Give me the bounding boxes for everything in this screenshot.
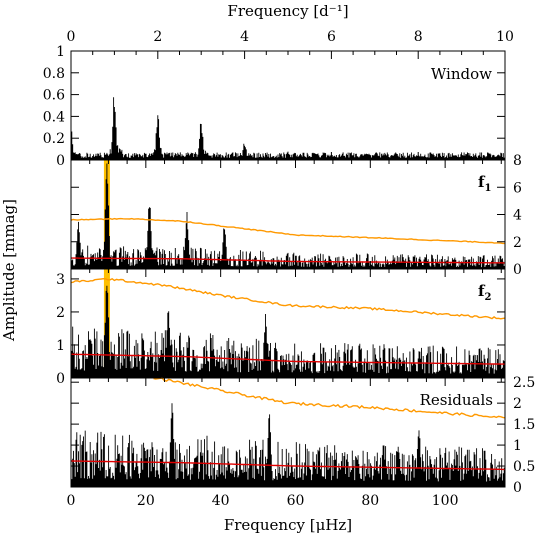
y-tick-label: 0.8 (43, 66, 65, 82)
y-tick-label: 6 (513, 180, 522, 196)
bottom-x-tick-label: 0 (67, 493, 76, 509)
bottom-axis-label: Frequency [μHz] (224, 516, 352, 534)
noise-curve-panel-2 (71, 257, 505, 264)
y-tick-label: 1 (513, 438, 522, 454)
y-tick-label: 3 (56, 272, 65, 288)
y-tick-label: 1 (56, 44, 65, 60)
y-tick-label: 2.5 (513, 375, 535, 391)
signal-trace-panel-4 (70, 403, 506, 487)
bottom-x-tick-label: 80 (361, 493, 379, 509)
y-tick-label: 0.2 (43, 131, 65, 147)
top-x-tick-label: 4 (240, 29, 249, 45)
significance-curve-panel-2 (70, 217, 505, 245)
tick-marks (70, 50, 506, 488)
y-tick-label: 0.5 (513, 459, 535, 475)
top-x-tick-label: 0 (67, 29, 76, 45)
bottom-x-tick-label: 60 (287, 493, 305, 509)
y-tick-label: 1 (56, 338, 65, 354)
y-tick-label: 4 (513, 208, 522, 224)
top-x-tick-label: 10 (496, 29, 514, 45)
bottom-x-tick-label: 100 (432, 493, 459, 509)
signal-trace-panel-2 (70, 163, 506, 269)
signal-trace-panel-1 (70, 97, 506, 160)
significance-curve-panel-4 (153, 377, 506, 419)
signal-trace-panel-3 (70, 285, 506, 378)
top-x-tick-label: 8 (414, 29, 423, 45)
panel-label-window: Window (431, 65, 492, 83)
signal-traces (70, 97, 506, 487)
y-tick-label: 0.4 (43, 109, 65, 125)
bottom-x-tick-label: 20 (137, 493, 155, 509)
noise-curve-panel-3 (70, 353, 505, 365)
panel-frame-2 (70, 159, 506, 270)
panel-frame-4 (70, 377, 506, 488)
panel-label-residuals: Residuals (420, 391, 493, 409)
top-x-tick-label: 2 (153, 29, 162, 45)
panel-label-f2: f2 (478, 282, 491, 303)
y-tick-label: 2 (513, 235, 522, 251)
y-tick-label: 0.6 (43, 88, 65, 104)
y-tick-label: 0 (56, 371, 65, 387)
bottom-x-tick-label: 40 (212, 493, 230, 509)
y-tick-label: 2 (513, 396, 522, 412)
panel-label-f1: f1 (478, 173, 491, 194)
y-tick-label: 2 (56, 305, 65, 321)
top-x-tick-label: 6 (327, 29, 336, 45)
noise-curve-panel-4 (71, 460, 505, 471)
top-axis-label: Frequency [d⁻¹] (227, 2, 348, 20)
y-axis-label: Amplitude [mmag] (0, 199, 18, 342)
y-tick-label: 1.5 (513, 417, 535, 433)
y-tick-label: 0 (513, 480, 522, 496)
y-tick-label: 8 (513, 153, 522, 169)
threshold-curves (70, 217, 506, 471)
y-tick-label: 0 (513, 262, 522, 278)
y-tick-label: 0 (56, 153, 65, 169)
panel-frames (70, 50, 506, 488)
significance-curve-panel-3 (70, 277, 506, 320)
